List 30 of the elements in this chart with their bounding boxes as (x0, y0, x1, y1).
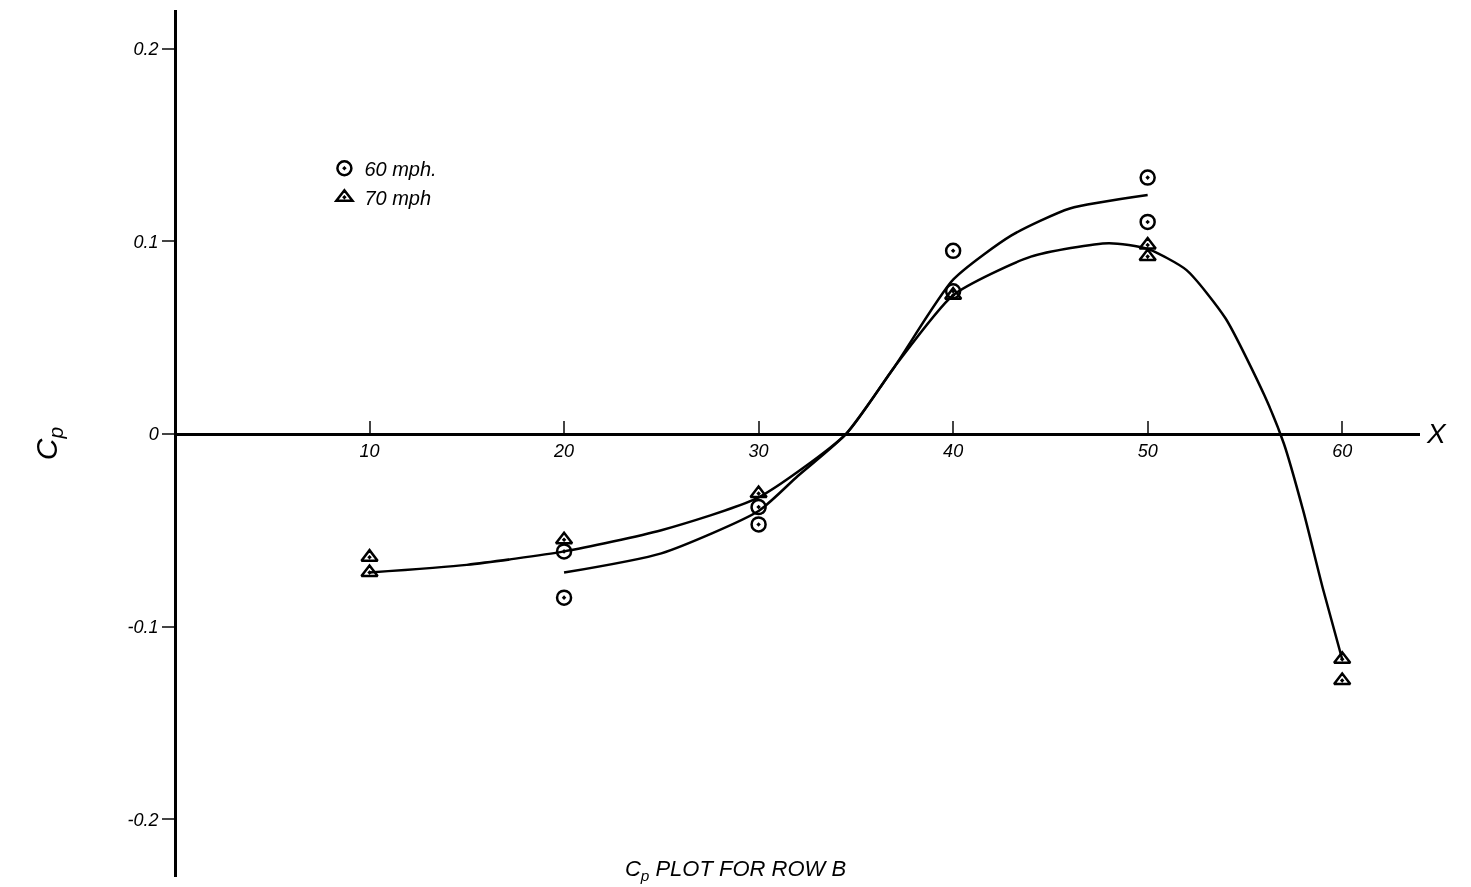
point (944, 242, 962, 260)
legend-label: 70 mph (364, 187, 432, 210)
x-tick-label: 20 (553, 441, 575, 462)
text: C$_{p}$ PLOT FOR ROW B (624, 856, 847, 884)
point (750, 516, 767, 533)
y-tick-label: 0.1 (133, 231, 159, 252)
point (554, 531, 574, 545)
legend-label: 60 mph. (364, 158, 437, 181)
point (750, 498, 767, 516)
point (360, 548, 379, 562)
point (749, 485, 768, 499)
x-tick-label: 50 (1137, 441, 1158, 462)
point (1139, 213, 1156, 231)
point (1332, 672, 1352, 686)
y-tick-label: 0 (148, 424, 159, 445)
x-axis-title: X (1426, 418, 1447, 449)
point (1138, 248, 1157, 262)
point (1138, 236, 1157, 250)
point (1332, 651, 1352, 665)
point (360, 564, 379, 578)
y-tick-label: -0.1 (127, 616, 159, 637)
point (1139, 169, 1156, 186)
point (555, 543, 573, 560)
x-tick-label: 30 (748, 441, 769, 462)
y-tick-label: 0.2 (133, 38, 159, 59)
y-tick-label: -0.2 (127, 809, 159, 830)
point (555, 589, 573, 606)
x-tick-label: 60 (1332, 441, 1353, 462)
x-tick-label: 10 (359, 441, 380, 462)
x-tick-label: 40 (943, 441, 964, 462)
